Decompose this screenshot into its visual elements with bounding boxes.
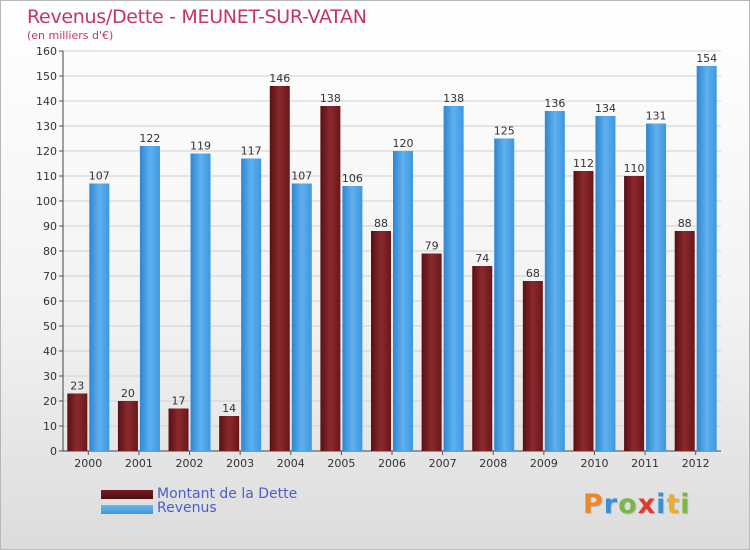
data-label-revenus: 138 [443, 92, 464, 105]
x-tick-label: 2011 [631, 457, 659, 470]
y-tick-label: 110 [36, 170, 57, 183]
data-label-revenus: 136 [544, 97, 565, 110]
data-label-revenus: 117 [241, 145, 262, 158]
data-label-dette: 23 [70, 380, 84, 393]
x-tick-label: 2006 [378, 457, 406, 470]
data-label-revenus: 134 [595, 102, 616, 115]
data-label-dette: 110 [624, 162, 645, 175]
data-label-revenus: 125 [494, 125, 515, 138]
x-tick-label: 2003 [226, 457, 254, 470]
bar-dette [320, 106, 341, 451]
x-tick-label: 2009 [530, 457, 558, 470]
legend-label-dette: Montant de la Dette [157, 486, 298, 502]
bar-revenus [494, 138, 515, 451]
data-label-revenus: 107 [89, 170, 110, 183]
data-label-revenus: 119 [190, 140, 211, 153]
y-tick-label: 80 [43, 245, 57, 258]
logo-letter: x [637, 489, 657, 520]
bar-dette [421, 253, 442, 451]
legend-swatch-dette [101, 490, 153, 499]
bar-revenus [89, 183, 110, 451]
x-tick-label: 2002 [176, 457, 204, 470]
x-tick-label: 2007 [429, 457, 457, 470]
data-label-dette: 88 [678, 217, 692, 230]
logo-letter: i [656, 489, 667, 520]
bar-dette [522, 281, 543, 451]
x-tick-label: 2010 [580, 457, 608, 470]
bar-dette [573, 171, 594, 451]
y-tick-label: 100 [36, 195, 57, 208]
bar-revenus [342, 186, 363, 451]
data-label-dette: 146 [269, 72, 290, 85]
y-tick-label: 160 [36, 45, 57, 58]
y-tick-label: 40 [43, 345, 57, 358]
y-tick-label: 10 [43, 420, 57, 433]
y-tick-label: 60 [43, 295, 57, 308]
bar-revenus [544, 111, 565, 451]
bar-dette [219, 416, 240, 451]
bar-revenus [190, 153, 211, 451]
legend-label-revenus: Revenus [157, 500, 217, 516]
x-tick-label: 2008 [479, 457, 507, 470]
x-tick-label: 2012 [682, 457, 710, 470]
data-label-revenus: 106 [342, 172, 363, 185]
bar-revenus [393, 151, 413, 451]
x-tick-label: 2000 [74, 457, 102, 470]
bar-revenus [139, 146, 160, 451]
data-label-dette: 17 [172, 395, 186, 408]
legend-swatch-revenus [101, 505, 153, 514]
y-tick-label: 130 [36, 120, 57, 133]
x-tick-label: 2001 [125, 457, 153, 470]
y-tick-label: 140 [36, 95, 57, 108]
y-tick-label: 120 [36, 145, 57, 158]
y-tick-label: 90 [43, 220, 57, 233]
bar-revenus [696, 66, 717, 451]
bar-revenus [646, 123, 667, 451]
bar-dette [168, 408, 189, 451]
bar-revenus [595, 116, 616, 451]
y-tick-label: 20 [43, 395, 57, 408]
data-label-dette: 74 [475, 252, 489, 265]
bar-dette [117, 401, 138, 451]
proxiti-logo: Proxiti [583, 489, 691, 520]
bar-dette [67, 393, 88, 451]
y-tick-label: 0 [50, 445, 57, 458]
data-label-dette: 20 [121, 387, 135, 400]
data-label-revenus: 131 [646, 110, 667, 123]
x-tick-label: 2005 [327, 457, 355, 470]
logo-letter: i [680, 489, 691, 520]
bar-dette [269, 86, 290, 451]
data-label-revenus: 107 [291, 170, 312, 183]
data-label-dette: 14 [222, 402, 236, 415]
data-label-dette: 138 [320, 92, 341, 105]
bar-revenus [241, 158, 262, 451]
data-label-dette: 79 [425, 240, 439, 253]
bar-dette [472, 266, 493, 451]
chart-subtitle: (en milliers d'€) [27, 29, 114, 42]
y-tick-label: 70 [43, 270, 57, 283]
logo-letter: o [618, 489, 638, 520]
y-tick-label: 150 [36, 70, 57, 83]
y-tick-label: 30 [43, 370, 57, 383]
data-label-revenus: 154 [696, 52, 717, 65]
bar-revenus [291, 183, 312, 451]
bar-dette [371, 231, 391, 451]
bar-revenus [443, 106, 464, 451]
chart-title: Revenus/Dette - MEUNET-SUR-VATAN [27, 6, 367, 28]
logo-letter: P [583, 489, 604, 520]
data-label-revenus: 122 [139, 132, 160, 145]
data-label-dette: 88 [374, 217, 388, 230]
x-tick-label: 2004 [277, 457, 305, 470]
data-label-dette: 68 [526, 267, 540, 280]
y-tick-label: 50 [43, 320, 57, 333]
bar-dette [624, 176, 645, 451]
data-label-revenus: 120 [393, 137, 414, 150]
bar-dette [674, 231, 695, 451]
logo-letter: t [666, 489, 681, 520]
data-label-dette: 112 [573, 157, 594, 170]
logo-letter: r [603, 489, 619, 520]
